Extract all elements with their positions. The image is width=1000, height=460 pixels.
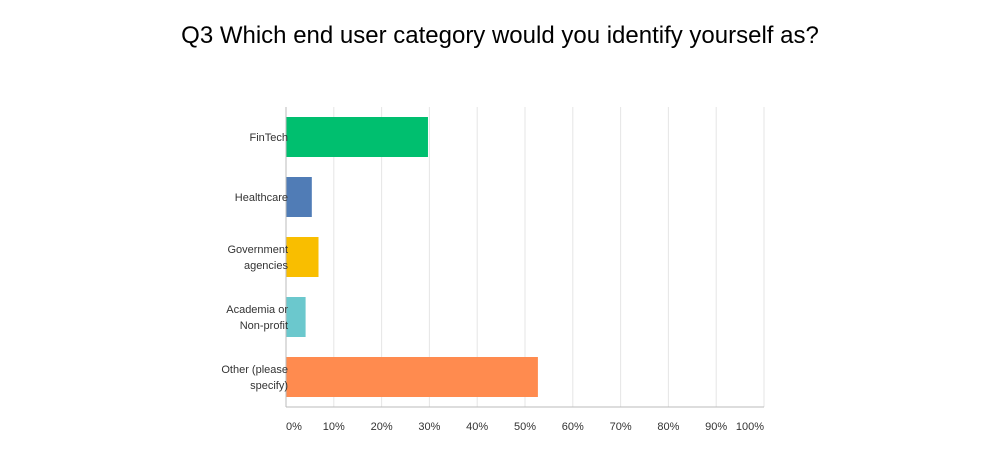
x-tick-label: 40% <box>466 421 488 433</box>
x-tick-label: 20% <box>371 421 393 433</box>
category-label: Government agencies <box>227 244 288 272</box>
x-tick-label: 80% <box>657 421 679 433</box>
x-tick-label: 60% <box>562 421 584 433</box>
x-tick-label: 50% <box>514 421 536 433</box>
bar <box>286 237 319 277</box>
bar <box>286 177 312 217</box>
bar <box>286 357 538 397</box>
x-tick-label: 10% <box>323 421 345 433</box>
category-label: Other (please specify) <box>221 364 288 392</box>
x-tick-label: 90% <box>705 421 727 433</box>
x-tick-label: 100% <box>736 421 764 433</box>
bar <box>286 297 306 337</box>
x-tick-label: 70% <box>610 421 632 433</box>
category-label: FinTech <box>249 132 288 144</box>
bar <box>286 117 428 157</box>
x-tick-label: 0% <box>286 421 302 433</box>
x-tick-label: 30% <box>418 421 440 433</box>
category-label: Healthcare <box>235 192 288 204</box>
category-label: Academia or Non-profit <box>226 304 288 332</box>
chart-title: Q3 Which end user category would you ide… <box>181 22 819 49</box>
